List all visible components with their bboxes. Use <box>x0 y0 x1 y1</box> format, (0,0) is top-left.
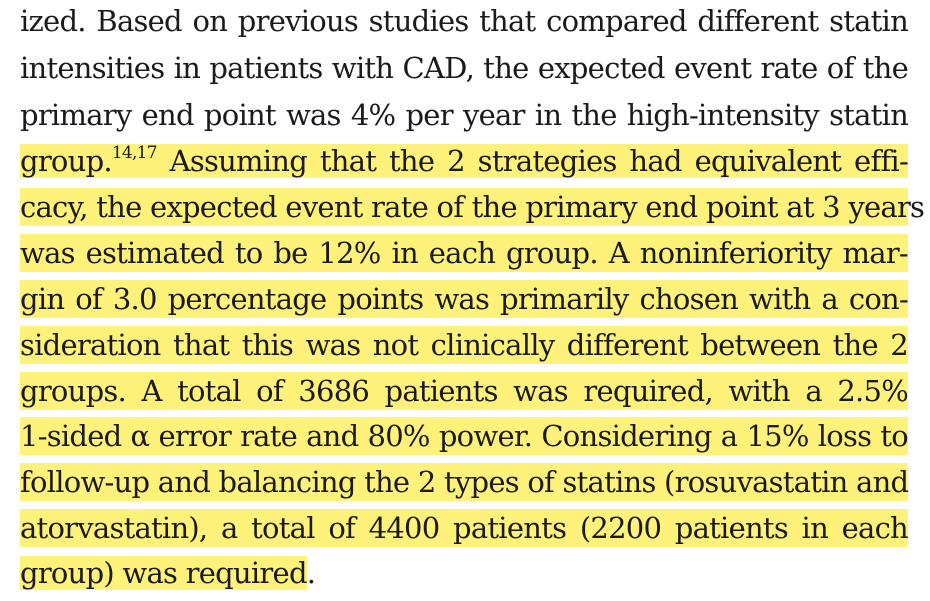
text-line-5-highlighted: cacy, the expected event rate of the pri… <box>20 188 925 226</box>
text-line-8-highlighted: sideration that this was not clinically … <box>20 326 909 364</box>
text-line-6-highlighted: was estimated to be 12% in each group. A… <box>20 234 909 272</box>
highlight-end: group) was required <box>20 556 308 590</box>
highlight-start: group.14,17 Assuming that the 2 strategi… <box>20 143 909 178</box>
text-line-4: group.14,17 Assuming that the 2 strategi… <box>20 142 909 180</box>
text-line-11-highlighted: follow-up and balancing the 2 types of s… <box>20 463 909 501</box>
text-line-10-highlighted: 1-sided α error rate and 80% power. Cons… <box>20 417 909 455</box>
text-line-13: group) was required. <box>20 556 316 590</box>
citation-superscript: 14,17 <box>111 143 158 164</box>
text-line-7-highlighted: gin of 3.0 percentage points was primari… <box>20 280 909 318</box>
text-line-12-highlighted: atorvastatin), a total of 4400 patients … <box>20 509 909 547</box>
text-line-3: primary end point was 4% per year in the… <box>20 98 909 132</box>
text-line-9-highlighted: groups. A total of 3686 patients was req… <box>20 372 909 410</box>
text-line-1: ized. Based on previous studies that com… <box>20 4 909 38</box>
text-line-2: intensities in patients with CAD, the ex… <box>20 51 909 85</box>
